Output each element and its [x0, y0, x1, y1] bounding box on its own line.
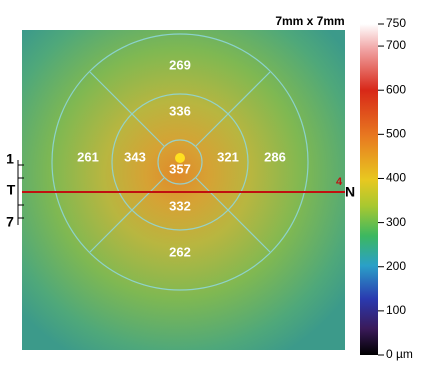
center-value: 357 [169, 161, 191, 176]
colorbar-tick-label: 100 [386, 303, 406, 317]
colorbar-tick-label: 750 [386, 16, 406, 30]
outer-superior: 269 [169, 57, 191, 72]
temporal-label: T [7, 182, 16, 198]
colorbar-tick-label: 0 µm [386, 347, 413, 361]
colorbar-tick-label: 700 [386, 38, 406, 52]
outer-temporal: 261 [77, 149, 99, 164]
scan-size: 7mm x 7mm [275, 14, 344, 28]
lower-tick-label: 7 [6, 214, 14, 230]
colorbar-tick-label: 300 [386, 215, 406, 229]
inner-nasal: 321 [217, 149, 239, 164]
inner-superior: 336 [169, 103, 191, 118]
retina-image [22, 30, 345, 350]
outer-nasal: 286 [264, 149, 286, 164]
oct-thickness-map: 7mm x 7mm 357 336 343 321 332 269 261 28… [0, 0, 423, 366]
nasal-label: N [345, 184, 355, 200]
upper-tick-label: 1 [6, 151, 14, 167]
inner-temporal: 343 [124, 149, 146, 164]
colorbar-tick-label: 400 [386, 171, 406, 185]
outer-inferior: 262 [169, 244, 191, 259]
colorbar-tick-label: 600 [386, 82, 406, 96]
inner-inferior: 332 [169, 198, 191, 213]
scan-marker: 4 [336, 176, 343, 188]
colorbar-tick-label: 200 [386, 259, 406, 273]
colorbar [360, 24, 378, 355]
colorbar-tick-label: 500 [386, 127, 406, 141]
